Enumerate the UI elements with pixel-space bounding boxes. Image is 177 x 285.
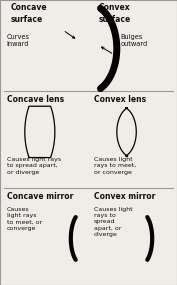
Polygon shape — [117, 108, 136, 156]
Text: Concave mirror: Concave mirror — [7, 192, 73, 201]
Text: Concave lens: Concave lens — [7, 95, 64, 104]
Polygon shape — [25, 106, 55, 158]
Text: Causes light
rays to
spread
apart, or
diverge: Causes light rays to spread apart, or di… — [94, 207, 132, 237]
Text: Convex mirror: Convex mirror — [94, 192, 155, 201]
Text: Concave
surface: Concave surface — [11, 3, 47, 24]
Text: Convex lens: Convex lens — [94, 95, 146, 104]
Text: Causes light rays
to spread apart,
or diverge: Causes light rays to spread apart, or di… — [7, 157, 61, 175]
Text: Curves
inward: Curves inward — [6, 34, 29, 47]
Text: Causes light
rays to meet,
or converge: Causes light rays to meet, or converge — [94, 157, 136, 175]
Text: Bulges
outward: Bulges outward — [120, 34, 148, 47]
Text: Causes
light rays
to meet, or
converge: Causes light rays to meet, or converge — [7, 207, 42, 231]
Text: Convex
surface: Convex surface — [99, 3, 131, 24]
